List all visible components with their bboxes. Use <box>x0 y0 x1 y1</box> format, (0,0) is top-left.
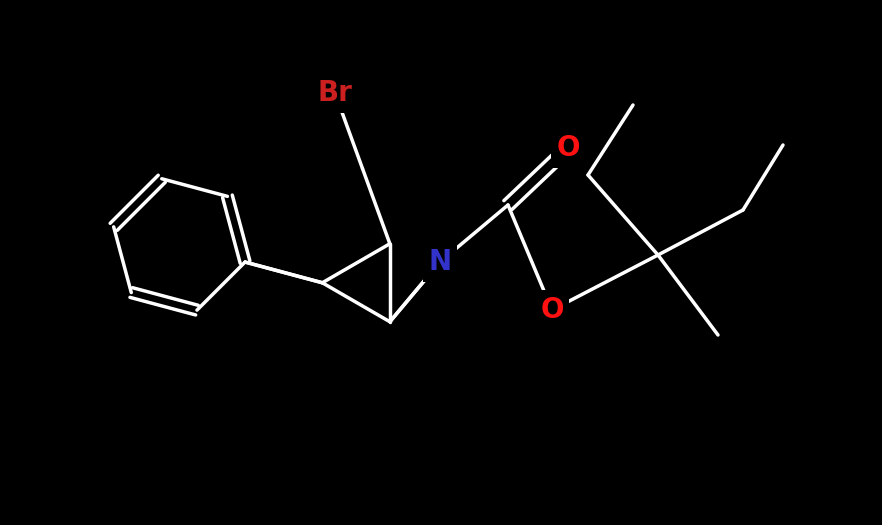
Text: Br: Br <box>318 79 353 108</box>
Text: N: N <box>429 248 452 276</box>
Text: O: O <box>541 296 564 324</box>
Text: O: O <box>557 134 579 162</box>
